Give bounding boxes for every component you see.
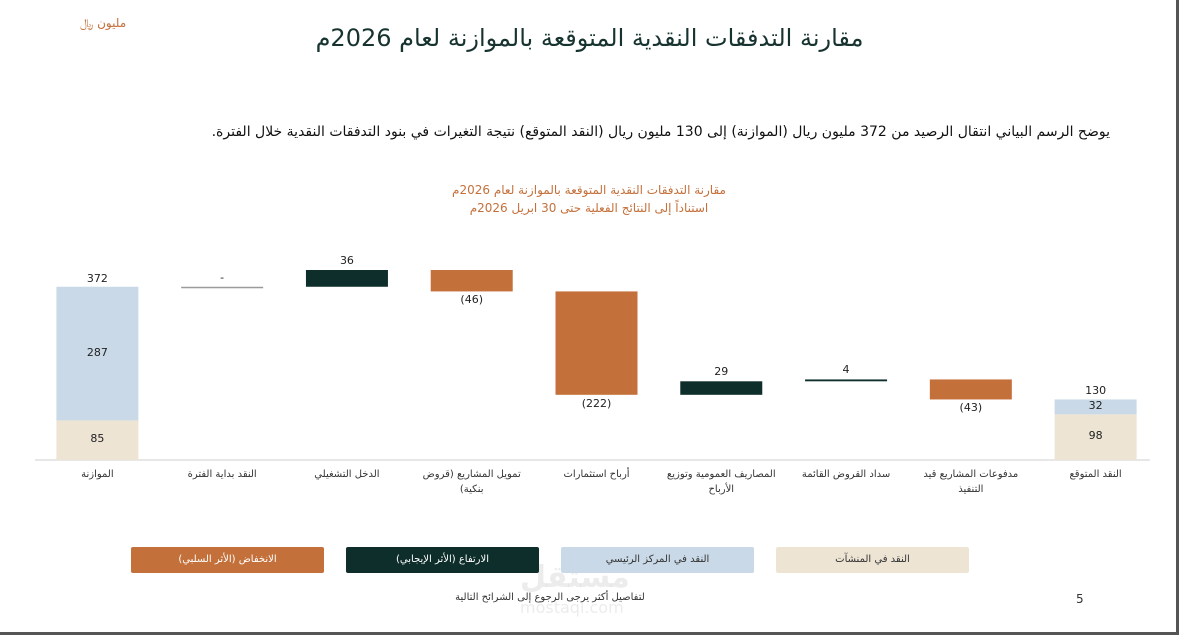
step-bar — [805, 379, 888, 382]
step-bar — [181, 286, 264, 289]
total-label: 130 — [1085, 384, 1107, 398]
legend-item: الارتفاع (الأثر الإيجابي) — [346, 547, 539, 573]
segment-label: 287 — [86, 345, 108, 359]
x-tick-label: النقد بداية الفترة — [187, 469, 257, 480]
step-bar — [929, 379, 1012, 400]
x-tick-label: الموازنة — [81, 469, 114, 480]
value-label: (43) — [959, 401, 983, 415]
stack-segment — [56, 420, 139, 460]
footer-note: لتفاصيل أكثر يرجى الرجوع إلى الشرائح الت… — [455, 592, 645, 603]
segment-label: 32 — [1088, 398, 1103, 412]
value-label: - — [220, 270, 225, 284]
stack-segment — [1054, 414, 1137, 460]
logo: مليون ﷼ — [80, 16, 127, 30]
step-bar — [555, 291, 638, 395]
total-label: 372 — [86, 271, 108, 285]
legend-item: النقد في المركز الرئيسي — [561, 547, 754, 573]
stack-segment — [56, 286, 139, 421]
watermark: mostaql.com — [520, 598, 624, 617]
description: يوضح الرسم البياني انتقال الرصيد من 372 … — [211, 124, 1110, 140]
slide-title: مقارنة التدفقات النقدية المتوقعة بالمواز… — [315, 24, 864, 52]
stack-segment — [1054, 399, 1137, 415]
legend-item: النقد في المنشآت — [776, 547, 969, 573]
value-label: 4 — [842, 363, 850, 377]
x-tick-label: مدفوعات المشاريع قيد التنفيذ — [923, 469, 1019, 495]
value-label: (46) — [460, 293, 484, 307]
chart-subtitle: استناداً إلى النتائج الفعلية حتى 30 ابري… — [469, 201, 709, 215]
step-bar — [430, 270, 513, 292]
page-number: 5 — [1076, 592, 1084, 606]
step-bar — [305, 270, 388, 287]
x-tick-label: أرباح استثمارات — [563, 469, 630, 480]
step-bar — [680, 381, 763, 395]
chart-title: مقارنة التدفقات النقدية المتوقعة بالمواز… — [452, 183, 726, 197]
segment-label: 85 — [90, 432, 105, 446]
legend-item: الانخفاض (الأثر السلبي) — [131, 547, 324, 573]
x-tick-label: المصاريف العمومية وتوزيع الأرباح — [666, 469, 776, 495]
x-tick-label: الدخل التشغيلي — [314, 469, 380, 480]
value-label: 29 — [714, 365, 729, 379]
x-tick-label: تمويل المشاريع (قروض بنكية) — [422, 469, 521, 495]
x-tick-label: سداد القروض القائمة — [801, 469, 891, 480]
segment-label: 98 — [1088, 429, 1103, 443]
x-tick-label: النقد المتوقع — [1069, 469, 1122, 480]
value-label: (222) — [581, 396, 612, 410]
value-label: 36 — [339, 254, 354, 267]
